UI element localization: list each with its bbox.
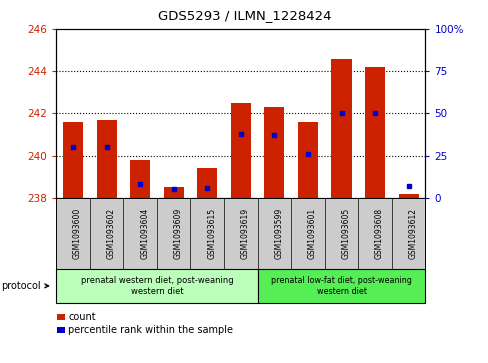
Text: GSM1093609: GSM1093609 — [173, 208, 183, 259]
Text: GSM1093619: GSM1093619 — [240, 208, 249, 259]
Text: GSM1093600: GSM1093600 — [73, 208, 82, 259]
Bar — [96, 120, 117, 198]
Bar — [331, 58, 351, 198]
Text: GSM1093599: GSM1093599 — [274, 208, 283, 259]
Text: count: count — [68, 312, 96, 322]
Bar — [230, 103, 250, 198]
Text: prenatal western diet, post-weaning
western diet: prenatal western diet, post-weaning west… — [81, 276, 233, 295]
Text: GSM1093601: GSM1093601 — [307, 208, 316, 259]
Text: GSM1093615: GSM1093615 — [207, 208, 216, 259]
Bar — [264, 107, 284, 198]
Bar — [63, 122, 83, 198]
Bar — [163, 187, 183, 198]
Text: GDS5293 / ILMN_1228424: GDS5293 / ILMN_1228424 — [158, 9, 330, 22]
Text: GSM1093602: GSM1093602 — [106, 208, 115, 259]
Bar — [398, 193, 418, 198]
Text: percentile rank within the sample: percentile rank within the sample — [68, 325, 233, 335]
Bar — [130, 160, 150, 198]
Text: GSM1093605: GSM1093605 — [341, 208, 350, 259]
Text: prenatal low-fat diet, post-weaning
western diet: prenatal low-fat diet, post-weaning west… — [270, 276, 411, 295]
Text: protocol: protocol — [1, 281, 41, 291]
Text: GSM1093608: GSM1093608 — [374, 208, 383, 259]
Text: GSM1093604: GSM1093604 — [140, 208, 149, 259]
Bar — [297, 122, 317, 198]
Bar — [197, 168, 217, 198]
Text: GSM1093612: GSM1093612 — [408, 208, 417, 259]
Bar — [364, 67, 385, 198]
